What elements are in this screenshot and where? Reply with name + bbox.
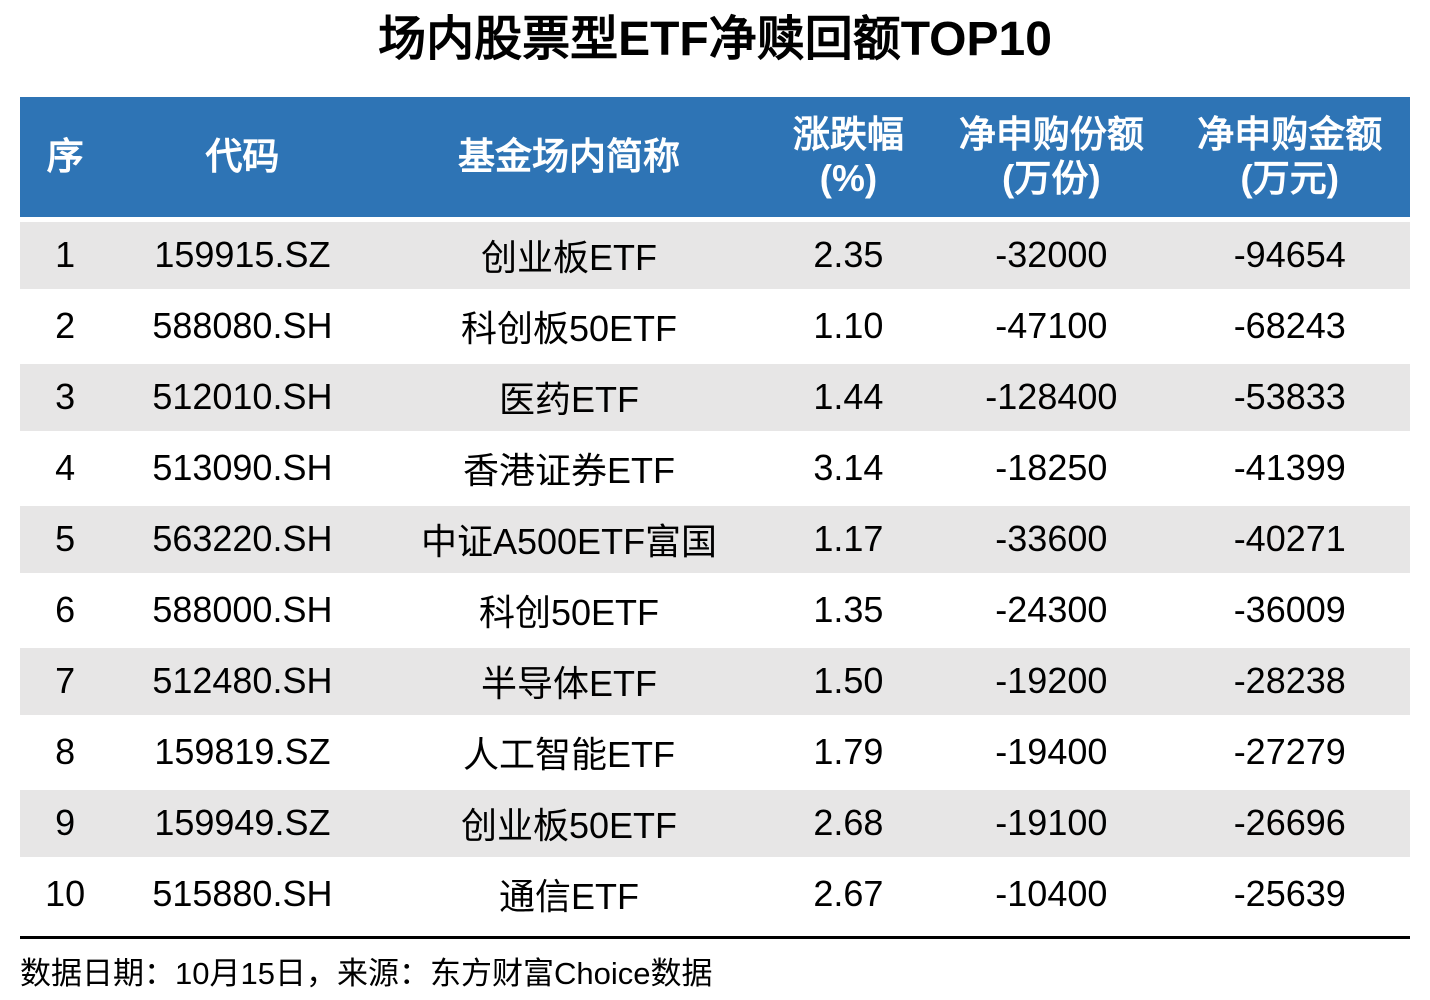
cell-net-shares: -19100 xyxy=(933,787,1170,861)
column-header-index: 序 xyxy=(20,96,111,222)
cell-net-shares: -19400 xyxy=(933,716,1170,790)
cell-change-pct: 2.68 xyxy=(763,787,934,861)
column-label: 代码 xyxy=(205,135,280,177)
cell-index: 9 xyxy=(20,787,111,861)
footer-note: 数据日期：10月15日，来源：东方财富Choice数据 xyxy=(20,935,1410,993)
cell-change-pct: 2.67 xyxy=(763,858,934,932)
table-row: 6 588000.SH 科创50ETF 1.35 -24300 -36009 xyxy=(20,574,1410,648)
column-header-net-shares: 净申购份额 (万份) xyxy=(933,96,1170,222)
cell-fund-name: 医药ETF xyxy=(374,361,764,435)
cell-code: 159915.SZ xyxy=(110,219,375,293)
cell-change-pct: 1.17 xyxy=(763,503,934,577)
cell-net-amount: -68243 xyxy=(1169,290,1410,364)
column-label: 序 xyxy=(46,135,84,177)
cell-net-amount: -28238 xyxy=(1169,645,1410,719)
table-row: 3 512010.SH 医药ETF 1.44 -128400 -53833 xyxy=(20,361,1410,435)
table-row: 2 588080.SH 科创板50ETF 1.10 -47100 -68243 xyxy=(20,290,1410,364)
column-label: 基金场内简称 xyxy=(458,135,681,177)
cell-index: 4 xyxy=(20,432,111,506)
cell-net-amount: -40271 xyxy=(1169,503,1410,577)
cell-code: 159819.SZ xyxy=(110,716,375,790)
header-row: 序 代码 基金场内简称 涨跌幅 (%) 净申购份额 (万份) xyxy=(20,96,1410,222)
footer-text: 数据日期：10月15日，来源：东方财富Choice数据 xyxy=(20,955,713,991)
table-body: 1 159915.SZ 创业板ETF 2.35 -32000 -94654 2 588080.… xyxy=(20,219,1410,932)
table-row: 7 512480.SH 半导体ETF 1.50 -19200 -28238 xyxy=(20,645,1410,719)
column-label: 净申购金额 xyxy=(1197,114,1383,156)
cell-fund-name: 创业板50ETF xyxy=(374,787,764,861)
column-label: 净申购份额 xyxy=(958,114,1144,156)
cell-fund-name: 创业板ETF xyxy=(374,219,764,293)
cell-net-amount: -41399 xyxy=(1169,432,1410,506)
cell-fund-name: 中证A500ETF富国 xyxy=(374,503,764,577)
column-unit: (万元) xyxy=(1240,157,1340,199)
cell-net-amount: -94654 xyxy=(1169,219,1410,293)
cell-code: 159949.SZ xyxy=(110,787,375,861)
column-unit: (万份) xyxy=(1002,157,1101,199)
cell-index: 5 xyxy=(20,503,111,577)
cell-code: 588000.SH xyxy=(110,574,375,648)
cell-net-shares: -18250 xyxy=(933,432,1170,506)
cell-change-pct: 1.10 xyxy=(763,290,934,364)
cell-fund-name: 香港证券ETF xyxy=(374,432,764,506)
cell-net-shares: -33600 xyxy=(933,503,1170,577)
cell-net-amount: -53833 xyxy=(1169,361,1410,435)
page-title: 场内股票型ETF净赎回额TOP10 xyxy=(378,13,1052,66)
cell-index: 8 xyxy=(20,716,111,790)
cell-net-shares: -24300 xyxy=(933,574,1170,648)
column-unit: (%) xyxy=(819,157,878,199)
cell-code: 512480.SH xyxy=(110,645,375,719)
cell-code: 515880.SH xyxy=(110,858,375,932)
table-row: 5 563220.SH 中证A500ETF富国 1.17 -33600 -40271 xyxy=(20,503,1410,577)
column-label: 涨跌幅 xyxy=(792,114,904,156)
cell-change-pct: 1.35 xyxy=(763,574,934,648)
cell-index: 1 xyxy=(20,219,111,293)
column-header-fund-name: 基金场内简称 xyxy=(374,96,764,222)
cell-code: 513090.SH xyxy=(110,432,375,506)
cell-change-pct: 2.35 xyxy=(763,219,934,293)
cell-change-pct: 3.14 xyxy=(763,432,934,506)
cell-code: 512010.SH xyxy=(110,361,375,435)
cell-change-pct: 1.79 xyxy=(763,716,934,790)
column-header-net-amount: 净申购金额 (万元) xyxy=(1169,96,1410,222)
cell-code: 563220.SH xyxy=(110,503,375,577)
cell-fund-name: 人工智能ETF xyxy=(374,716,764,790)
cell-net-shares: -47100 xyxy=(933,290,1170,364)
cell-net-shares: -19200 xyxy=(933,645,1170,719)
cell-index: 3 xyxy=(20,361,111,435)
cell-net-amount: -26696 xyxy=(1169,787,1410,861)
cell-index: 2 xyxy=(20,290,111,364)
table-row: 9 159949.SZ 创业板50ETF 2.68 -19100 -26696 xyxy=(20,787,1410,861)
table-row: 4 513090.SH 香港证券ETF 3.14 -18250 -41399 xyxy=(20,432,1410,506)
table-row: 10 515880.SH 通信ETF 2.67 -10400 -25639 xyxy=(20,858,1410,932)
cell-net-amount: -27279 xyxy=(1169,716,1410,790)
cell-net-amount: -36009 xyxy=(1169,574,1410,648)
cell-net-shares: -32000 xyxy=(933,219,1170,293)
cell-fund-name: 半导体ETF xyxy=(374,645,764,719)
table-row: 1 159915.SZ 创业板ETF 2.35 -32000 -94654 xyxy=(20,219,1410,293)
column-header-code: 代码 xyxy=(110,96,375,222)
table-header: 序 代码 基金场内简称 涨跌幅 (%) 净申购份额 (万份) xyxy=(20,96,1410,222)
cell-change-pct: 1.50 xyxy=(763,645,934,719)
etf-top10-table: 序 代码 基金场内简称 涨跌幅 (%) 净申购份额 (万份) xyxy=(20,96,1410,932)
cell-fund-name: 通信ETF xyxy=(374,858,764,932)
cell-net-shares: -10400 xyxy=(933,858,1170,932)
cell-index: 10 xyxy=(20,858,111,932)
cell-net-amount: -25639 xyxy=(1169,858,1410,932)
table-row: 8 159819.SZ 人工智能ETF 1.79 -19400 -27279 xyxy=(20,716,1410,790)
cell-index: 7 xyxy=(20,645,111,719)
cell-fund-name: 科创板50ETF xyxy=(374,290,764,364)
cell-fund-name: 科创50ETF xyxy=(374,574,764,648)
cell-change-pct: 1.44 xyxy=(763,361,934,435)
cell-net-shares: -128400 xyxy=(933,361,1170,435)
cell-code: 588080.SH xyxy=(110,290,375,364)
column-header-change-pct: 涨跌幅 (%) xyxy=(763,96,934,222)
cell-index: 6 xyxy=(20,574,111,648)
